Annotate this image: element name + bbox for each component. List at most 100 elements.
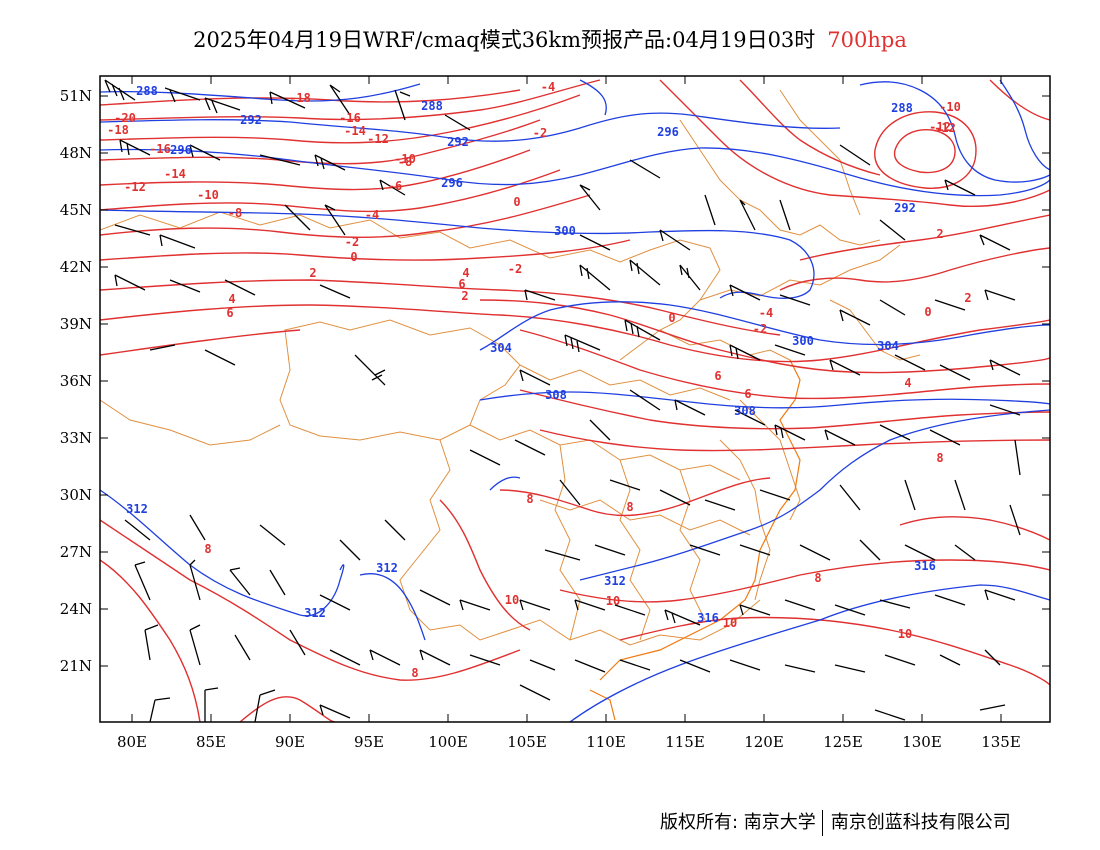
lat-label: 33N (60, 429, 92, 447)
copyright-footer: 版权所有: 南京大学 南京创蓝科技有限公司 (660, 808, 1011, 836)
t-label: -12 (367, 132, 389, 146)
lat-label: 48N (60, 144, 92, 162)
t-label: 10 (505, 593, 519, 607)
t-label: -16 (339, 111, 361, 125)
t-label: 10 (606, 594, 620, 608)
t-label: -8 (398, 155, 412, 169)
lon-label: 135E (981, 733, 1021, 751)
t-label: -12 (934, 121, 956, 135)
t-label: 4 (904, 376, 911, 390)
t-label: -4 (759, 306, 773, 320)
t-label: 8 (626, 500, 633, 514)
t-label: 8 (526, 492, 533, 506)
t-label: -6 (388, 179, 402, 193)
t-label: -2 (508, 262, 522, 276)
h-label: 308 (545, 388, 567, 402)
t-label: -8 (228, 206, 242, 220)
lon-label: 80E (117, 733, 147, 751)
lat-label: 24N (60, 600, 92, 618)
t-label: -10 (197, 188, 219, 202)
plot-frame (99, 75, 1051, 723)
axis-ticks (100, 76, 1050, 722)
h-label: 288 (136, 84, 158, 98)
h-label: 312 (376, 561, 398, 575)
lat-label: 51N (60, 87, 92, 105)
h-label: 300 (554, 224, 576, 238)
t-label: -18 (289, 91, 311, 105)
map-title: 2025年04月19日WRF/cmaq模式36km预报产品:04月19日03时 7… (0, 24, 1100, 54)
lon-label: 120E (744, 733, 784, 751)
t-label: 6 (714, 369, 721, 383)
temperature-labels: -20 -18 -18 -16 -16 -14 -14 -12 -12 -12 … (107, 80, 971, 680)
height-contours (100, 79, 1050, 722)
t-label: -2 (533, 126, 547, 140)
copyright-right: 南京创蓝科技有限公司 (830, 812, 1011, 833)
t-label: -4 (365, 208, 379, 222)
temperature-contours (100, 79, 1050, 722)
t-label: 8 (936, 451, 943, 465)
h-label: 312 (126, 502, 148, 516)
h-label: 312 (604, 574, 626, 588)
h-label: 300 (792, 334, 814, 348)
lat-label: 42N (60, 258, 92, 276)
t-label: 2 (309, 266, 316, 280)
t-label: 8 (411, 666, 418, 680)
t-label: 0 (924, 305, 931, 319)
h-label: 292 (447, 135, 469, 149)
lat-label: 45N (60, 201, 92, 219)
lon-label: 125E (823, 733, 863, 751)
lon-label: 95E (354, 733, 384, 751)
t-label: -12 (124, 180, 146, 194)
h-label: 292 (894, 201, 916, 215)
h-label: 296 (657, 125, 679, 139)
lat-label: 27N (60, 543, 92, 561)
t-label: -14 (344, 124, 366, 138)
t-label: 2 (461, 289, 468, 303)
t-label: -10 (394, 152, 416, 166)
lon-label: 130E (902, 733, 942, 751)
t-label: 2 (964, 291, 971, 305)
t-label: 10 (898, 627, 912, 641)
t-label: 0 (513, 195, 520, 209)
height-labels: 288 292 296 292 296 300 304 308 312 312 … (126, 84, 936, 625)
lon-label: 110E (586, 733, 626, 751)
lon-label: 90E (275, 733, 305, 751)
t-label: 0 (350, 250, 357, 264)
t-label: -14 (164, 167, 186, 181)
wind-barbs (104, 79, 1021, 722)
t-label: -2 (753, 322, 767, 336)
t-label: -12 (929, 120, 951, 134)
h-label: 308 (734, 404, 756, 418)
t-label: -2 (345, 235, 359, 249)
lon-label: 105E (507, 733, 547, 751)
t-label: 6 (744, 387, 751, 401)
lon-label: 100E (428, 733, 468, 751)
t-label: 10 (723, 616, 737, 630)
title-main: 2025年04月19日WRF/cmaq模式36km预报产品:04月19日03时 (193, 28, 816, 52)
title-level: 700hpa (827, 28, 907, 52)
longitude-labels: 80E 85E 90E 95E 100E 105E 110E 115E 120E… (117, 733, 1021, 751)
t-label: 6 (458, 277, 465, 291)
t-label: 4 (462, 266, 469, 280)
h-label: 304 (490, 341, 512, 355)
h-label: 312 (304, 606, 326, 620)
copyright-left: 版权所有: 南京大学 (660, 812, 816, 833)
t-label: 4 (228, 292, 235, 306)
footer-divider (821, 810, 823, 836)
lat-label: 36N (60, 372, 92, 390)
t-label: -4 (541, 80, 555, 94)
lon-label: 85E (196, 733, 226, 751)
h-label: 296 (170, 143, 192, 157)
map-plot-area: -20 -18 -18 -16 -16 -14 -14 -12 -12 -12 … (100, 79, 1050, 722)
lat-label: 21N (60, 657, 92, 675)
h-label: 292 (240, 113, 262, 127)
h-label: 316 (697, 611, 719, 625)
t-label: 2 (936, 227, 943, 241)
latitude-labels: 51N 48N 45N 42N 39N 36N 33N 30N 27N 24N … (60, 87, 92, 675)
t-label: 8 (814, 571, 821, 585)
t-label: -16 (149, 142, 171, 156)
t-label: -10 (939, 100, 961, 114)
t-label: -18 (107, 123, 129, 137)
t-label: 0 (668, 311, 675, 325)
